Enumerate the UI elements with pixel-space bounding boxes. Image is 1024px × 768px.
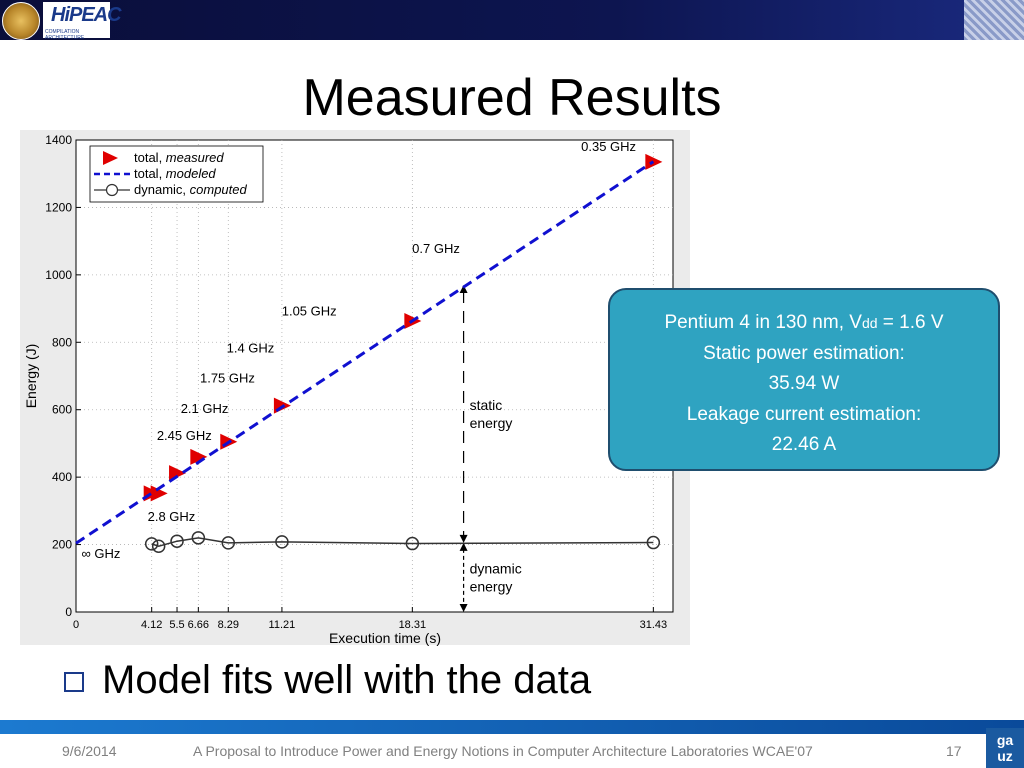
page-number: 17 [946, 743, 962, 759]
header-bar: HiPEAC COMPILATION ARCHITECTURE [0, 0, 1024, 41]
callout-line-4: Leakage current estimation: [686, 403, 922, 425]
callout-line-1-suffix: = 1.6 V [877, 312, 944, 333]
callout-line-1: Pentium 4 in 130 nm, Vdd = 1.6 V [610, 308, 998, 339]
gaz-logo: ga uz [986, 728, 1024, 768]
slide-title: Measured Results [302, 69, 722, 127]
callout-line-2: Static power estimation: [703, 342, 905, 364]
bullet-checkbox-icon [64, 672, 84, 692]
hipeac-logo: HiPEAC COMPILATION ARCHITECTURE [43, 2, 122, 41]
chart-panel [20, 130, 690, 645]
hipeac-logo-text: HiPEAC [51, 4, 122, 26]
info-callout: Pentium 4 in 130 nm, Vdd = 1.6 V Static … [608, 288, 1000, 471]
callout-line-3: 35.94 W [768, 373, 840, 394]
university-seal-logo [2, 2, 40, 40]
footer-date: 9/6/2014 [62, 743, 117, 759]
hipeac-logo-subtext: COMPILATION ARCHITECTURE [45, 29, 85, 41]
gaz-logo-top: ga [996, 732, 1014, 748]
footer-caption: A Proposal to Introduce Power and Energy… [193, 743, 813, 759]
gaz-logo-bottom: uz [997, 748, 1013, 764]
callout-line-1-text: Pentium 4 in 130 nm, V [664, 312, 862, 333]
header-texture-image [964, 0, 1024, 40]
callout-line-1-subscript: dd [861, 315, 878, 331]
footer-bar [0, 720, 1024, 734]
bullet-text: Model fits well with the data [102, 658, 592, 702]
callout-line-5: 22.46 A [771, 434, 837, 455]
